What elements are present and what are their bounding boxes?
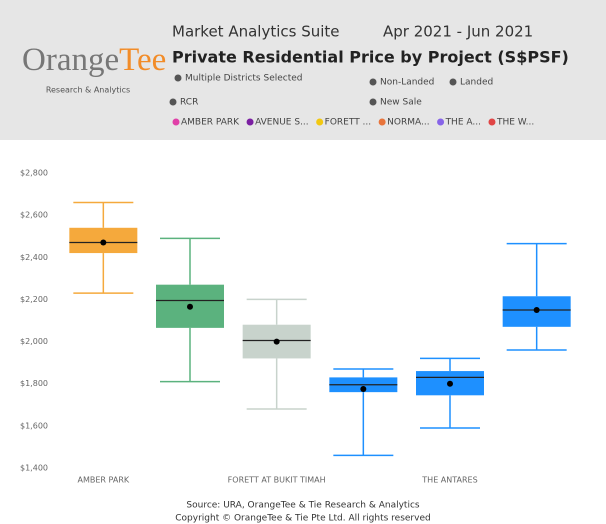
logo: OrangeTee [22,42,166,78]
filter-dot [449,78,457,86]
legend-label: AMBER PARK [181,118,240,128]
filter-label: Multiple Districts Selected [185,74,303,84]
legend-dot [437,118,445,126]
filter-dot [369,98,377,106]
filter-label: Landed [460,78,493,88]
legend-dot [488,118,496,126]
logo-b: Tee [119,42,166,78]
header-band [0,0,606,140]
legend-dot [316,118,324,126]
legend-label: AVENUE S... [255,118,309,128]
filter-label: Non-Landed [380,78,434,88]
y-tick-label: $1,800 [20,379,48,388]
mean [447,380,453,387]
mean [273,338,280,345]
mean [187,303,193,310]
filter-label: RCR [180,98,198,108]
legend-dot [172,118,180,126]
filter-dot [174,74,182,82]
copyright: Copyright © OrangeTee & Tie Pte Ltd. All… [175,514,430,524]
mean [360,385,367,392]
y-tick-label: $2,400 [20,253,48,262]
period: Apr 2021 - Jun 2021 [383,23,533,41]
x-tick-label: THE ANTARES [421,476,477,485]
y-tick-label: $1,400 [20,464,48,473]
mean [533,306,540,313]
mean [100,239,107,246]
logo-a: Orange [22,42,119,78]
suite: Market Analytics Suite [172,23,340,41]
legend-label: THE W... [496,118,534,128]
y-tick-label: $2,800 [20,169,48,178]
filter-dot [369,78,377,86]
logo-sub: Research & Analytics [46,86,130,95]
legend-label: THE A... [445,118,481,128]
chart-title: Private Residential Price by Project (S$… [172,48,569,67]
y-tick-label: $2,200 [20,295,48,304]
legend-dot [246,118,254,126]
legend-label: NORMA... [387,118,429,128]
legend-dot [378,118,386,126]
y-tick-label: $1,600 [20,421,48,430]
x-tick-label: FORETT AT BUKIT TIMAH [228,476,326,485]
legend-label: FORETT ... [325,118,371,128]
x-tick-label: AMBER PARK [78,476,130,485]
y-tick-label: $2,000 [20,337,48,346]
filter-label: New Sale [380,98,422,108]
filter-dot [169,98,177,106]
y-tick-label: $2,600 [20,211,48,220]
source: Source: URA, OrangeTee & Tie Research & … [186,501,420,511]
